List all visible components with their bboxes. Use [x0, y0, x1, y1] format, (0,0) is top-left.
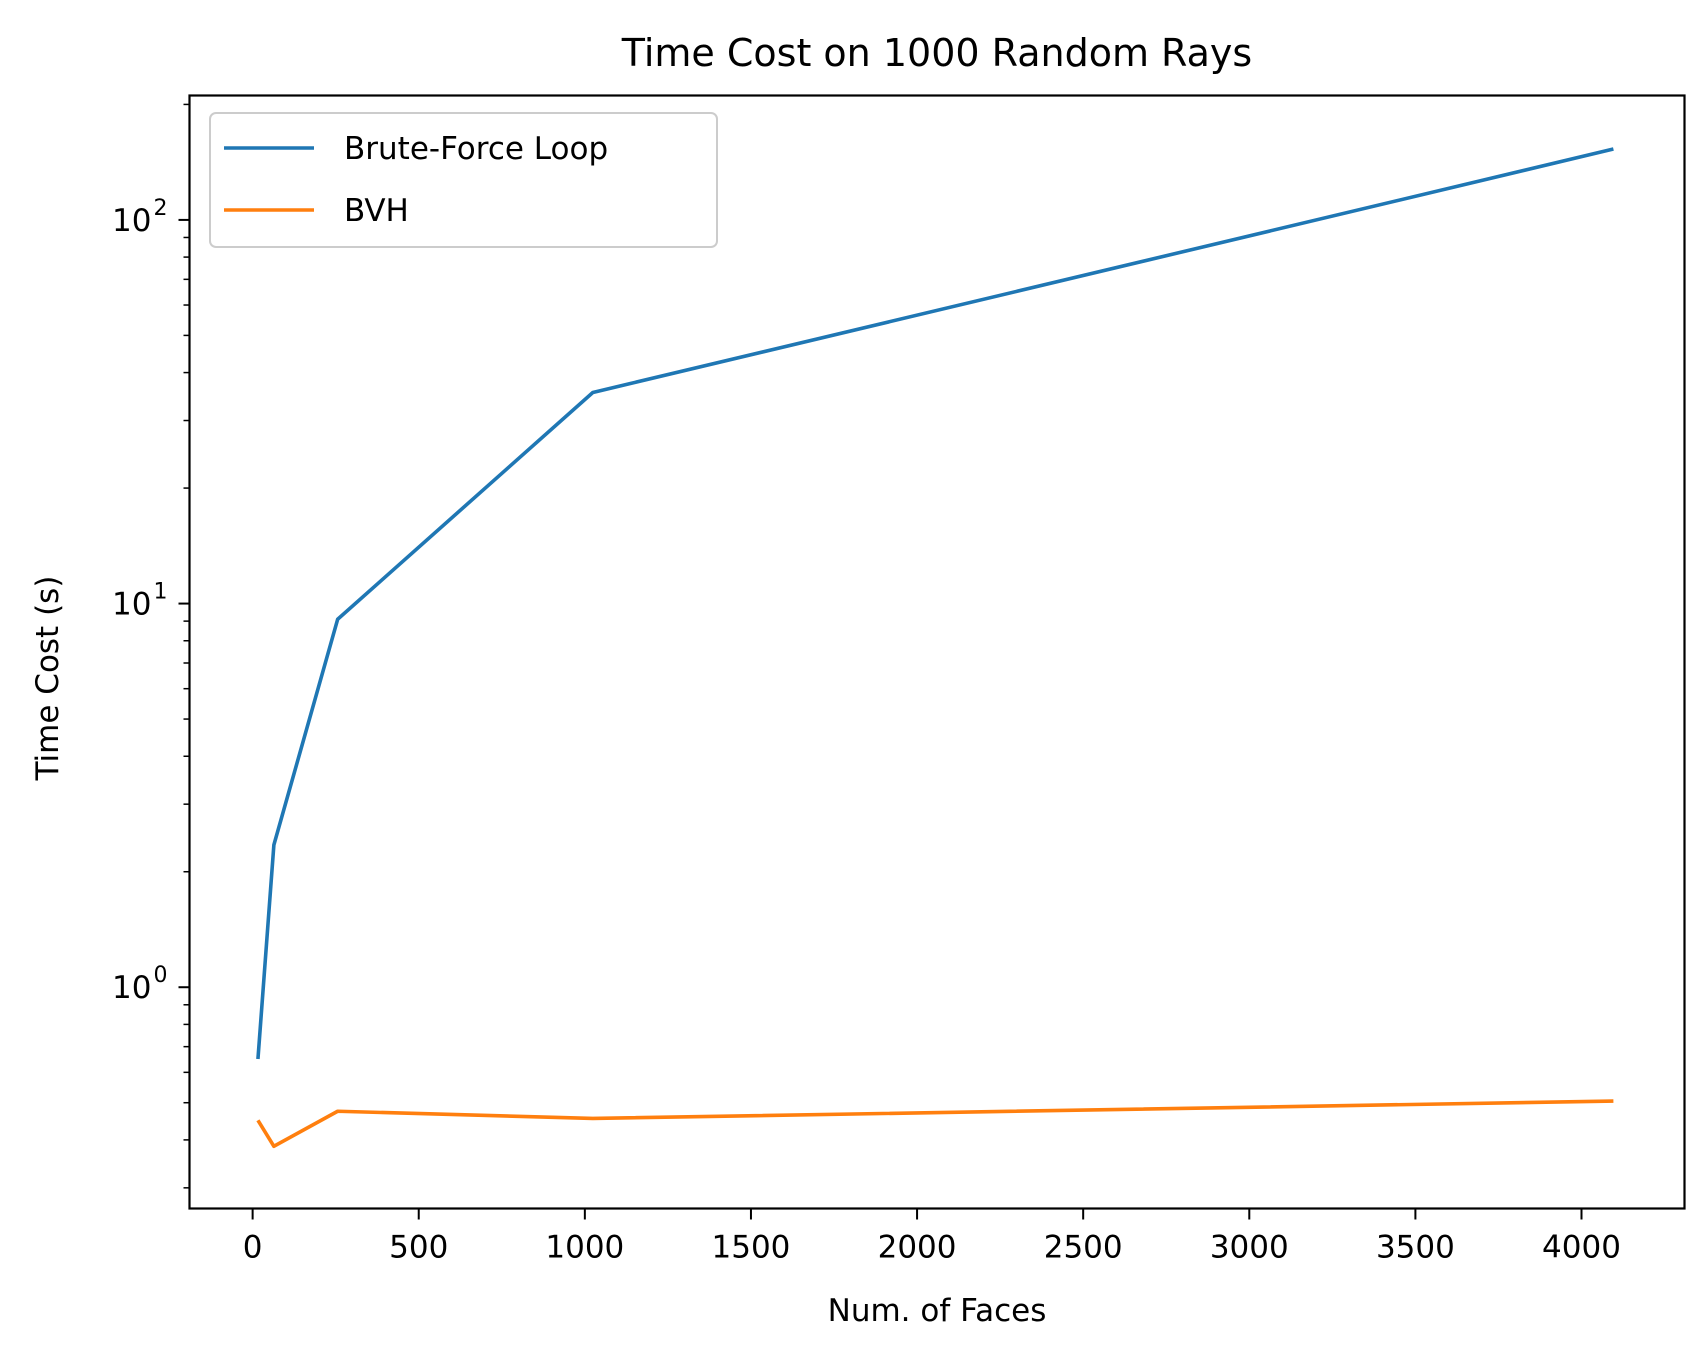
x-tick-label: 1500 — [712, 1230, 791, 1266]
y-axis-label: Time Cost (s) — [30, 576, 66, 782]
y-tick-label-base: 10 — [112, 970, 151, 1006]
x-tick-label: 2500 — [1044, 1230, 1123, 1266]
x-tick-label: 1000 — [545, 1230, 624, 1266]
y-tick-label-exponent: 1 — [154, 580, 168, 605]
x-tick-label: 3000 — [1210, 1230, 1289, 1266]
chart-title: Time Cost on 1000 Random Rays — [621, 31, 1252, 75]
y-tick-label: 10 1 — [112, 580, 167, 623]
y-tick-label: 10 2 — [112, 196, 167, 239]
legend-label-bvh: BVH — [344, 193, 409, 229]
series-layer — [256, 147, 1614, 1149]
x-tick-label: 4000 — [1542, 1230, 1621, 1266]
y-tick-label-exponent: 2 — [154, 196, 168, 221]
series-line-brute-force-loop — [256, 147, 1614, 1060]
plot-area-frame — [188, 94, 1686, 1210]
x-tick-label: 0 — [243, 1230, 263, 1266]
x-axis-label: Num. of Faces — [828, 1293, 1047, 1329]
y-tick-label: 10 0 — [112, 963, 167, 1006]
series-line-bvh — [256, 1099, 1614, 1149]
legend: Brute-Force Loop BVH — [209, 112, 718, 248]
x-tick-label: 3500 — [1376, 1230, 1455, 1266]
y-tick-label-base: 10 — [112, 587, 151, 623]
y-tick-label-base: 10 — [112, 203, 151, 239]
x-tick-label: 500 — [389, 1230, 448, 1266]
legend-label-brute-force-loop: Brute-Force Loop — [344, 131, 608, 167]
y-tick-label-exponent: 0 — [154, 963, 168, 988]
x-tick-label: 2000 — [878, 1230, 957, 1266]
legend-box — [209, 112, 718, 248]
